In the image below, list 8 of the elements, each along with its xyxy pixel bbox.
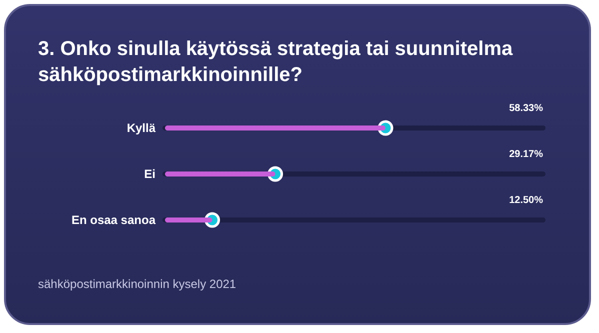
y-tick-label: En osaa sanoa <box>71 213 156 227</box>
text: sähköpostimarkkinoinnin kysely 2021 <box>38 277 236 291</box>
data-label: 58.33% <box>509 103 544 114</box>
data-label: 12.50% <box>509 195 544 206</box>
y-tick-label: Ei <box>144 167 156 181</box>
data-label: 29.17% <box>509 149 544 160</box>
y-tick-label: Kyllä <box>126 121 156 135</box>
chart-title: 3. Onko sinulla käytössä strategia tai suunnitelma sähköpostimarkkinoinnille? <box>38 37 514 88</box>
